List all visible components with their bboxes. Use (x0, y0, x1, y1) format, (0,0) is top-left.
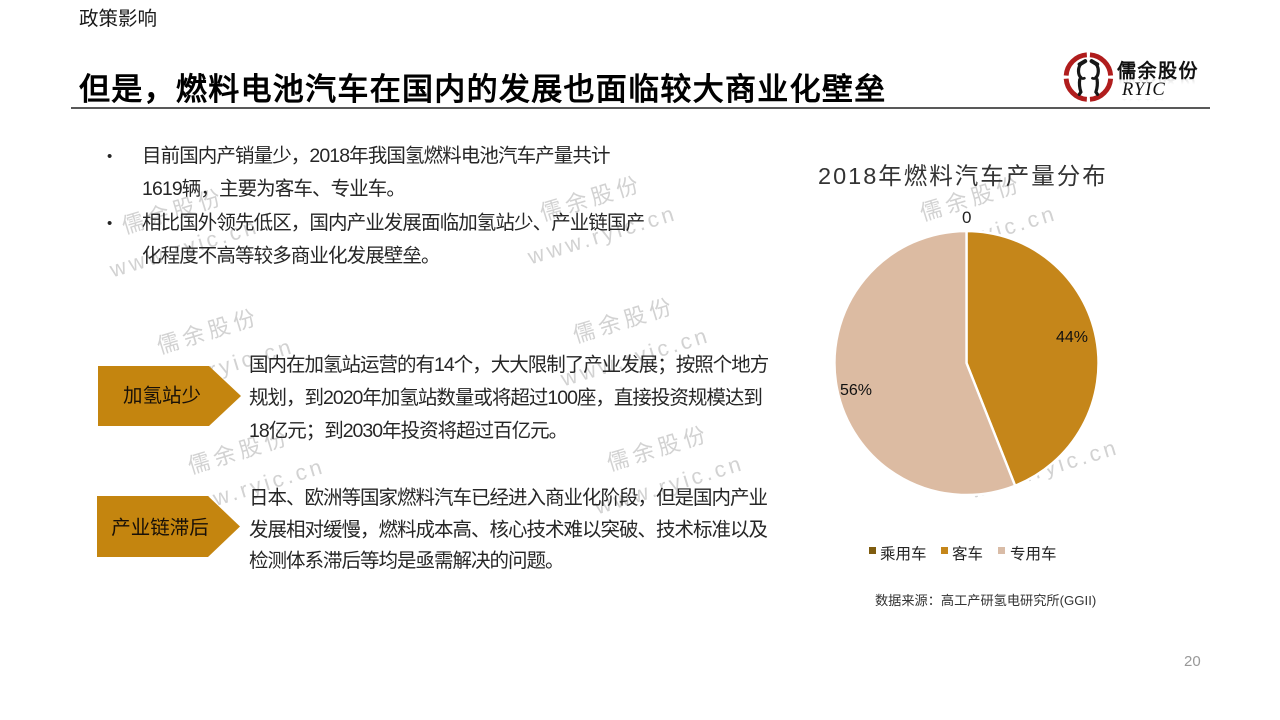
svg-text:产业链滞后: 产业链滞后 (111, 517, 209, 539)
svg-text:加氢站少: 加氢站少 (123, 385, 201, 407)
